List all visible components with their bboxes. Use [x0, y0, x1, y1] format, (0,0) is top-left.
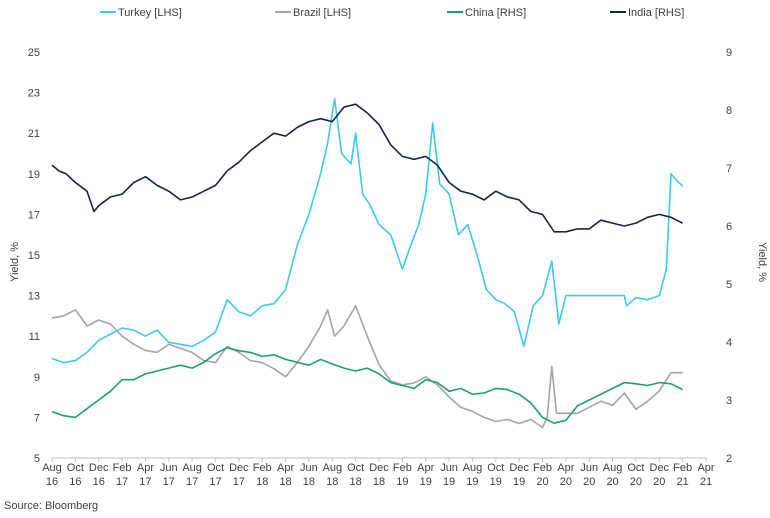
- x-tick-month: Aug: [182, 462, 202, 474]
- left-tick-label: 21: [28, 128, 40, 140]
- x-tick-month: Feb: [673, 462, 692, 474]
- left-tick-label: 11: [29, 331, 40, 343]
- x-tick-month: Oct: [347, 462, 364, 474]
- left-tick-label: 13: [28, 291, 40, 303]
- left-axis-title: Yield, %: [9, 242, 21, 282]
- x-tick-month: Dec: [369, 462, 389, 474]
- chart-legend: Turkey [LHS] Brazil [LHS] China [RHS] India…: [100, 7, 684, 19]
- x-tick-month: Feb: [533, 462, 552, 474]
- x-tick-month: Aug: [42, 462, 62, 474]
- right-tick-label: 7: [726, 163, 732, 175]
- x-tick-year: 19: [443, 476, 455, 488]
- x-tick-year: 20: [583, 476, 595, 488]
- x-tick-month: Jun: [300, 462, 318, 474]
- x-tick-year: 17: [163, 476, 175, 488]
- series-line-china: [51, 347, 683, 424]
- x-tick-year: 19: [420, 476, 432, 488]
- x-tick-year: 20: [606, 476, 618, 488]
- x-tick-month: Apr: [277, 462, 294, 474]
- x-tick-month: Aug: [463, 462, 483, 474]
- source-note: Source: Bloomberg: [4, 500, 99, 512]
- x-tick-year: 20: [653, 476, 665, 488]
- x-tick-year: 16: [46, 476, 58, 488]
- x-tick-month: Jun: [440, 462, 458, 474]
- series-line-india: [51, 103, 683, 233]
- x-tick-year: 18: [256, 476, 268, 488]
- x-tick-month: Aug: [322, 462, 342, 474]
- left-tick-label: 25: [28, 47, 40, 59]
- x-tick-year: 17: [233, 476, 245, 488]
- left-tick-label: 7: [34, 412, 40, 424]
- left-tick-label: 9: [34, 372, 40, 384]
- x-tick-year: 20: [630, 476, 642, 488]
- x-tick-month: Oct: [67, 462, 84, 474]
- x-tick-year: 20: [536, 476, 548, 488]
- legend-label-india: India [RHS]: [628, 7, 684, 19]
- x-tick-month: Apr: [137, 462, 154, 474]
- x-tick-month: Dec: [650, 462, 670, 474]
- x-tick-month: Apr: [417, 462, 434, 474]
- legend-label-turkey: Turkey [LHS]: [118, 7, 182, 19]
- legend-label-brazil: Brazil [LHS]: [293, 7, 351, 19]
- x-tick-month: Oct: [627, 462, 644, 474]
- x-tick-year: 19: [396, 476, 408, 488]
- x-tick-year: 17: [186, 476, 198, 488]
- right-y-axis: 2 3 4 5 6 7 8 9: [726, 47, 732, 465]
- right-axis-title: Yield, %: [756, 242, 768, 282]
- left-tick-label: 5: [34, 453, 40, 465]
- x-tick-month: Apr: [557, 462, 574, 474]
- x-axis: Aug 16 Oct 16 Dec 16 Feb 17 Apr 17 Jun 17 Aug 17 Oct 17…: [42, 457, 715, 488]
- x-tick-month: Dec: [229, 462, 249, 474]
- x-tick-year: 16: [69, 476, 81, 488]
- series-layer: [51, 97, 684, 429]
- right-tick-label: 4: [726, 337, 732, 349]
- left-tick-label: 15: [28, 250, 40, 262]
- x-tick-year: 19: [490, 476, 502, 488]
- series-line-brazil: [51, 305, 683, 429]
- x-tick-year: 17: [209, 476, 221, 488]
- left-tick-label: 17: [28, 209, 40, 221]
- right-tick-label: 2: [726, 453, 732, 465]
- x-tick-month: Oct: [487, 462, 504, 474]
- left-tick-label: 19: [28, 169, 40, 181]
- x-tick-month: Jun: [580, 462, 598, 474]
- x-tick-year: 18: [350, 476, 362, 488]
- x-tick-year: 16: [93, 476, 105, 488]
- x-tick-month: Apr: [697, 462, 714, 474]
- x-tick-year: 21: [677, 476, 689, 488]
- x-tick-month: Jun: [160, 462, 178, 474]
- right-tick-label: 9: [726, 47, 732, 59]
- x-tick-month: Oct: [207, 462, 224, 474]
- left-tick-label: 23: [28, 88, 40, 100]
- x-tick-year: 17: [116, 476, 128, 488]
- x-tick-month: Feb: [253, 462, 272, 474]
- series-line-turkey: [51, 97, 684, 364]
- x-tick-year: 19: [466, 476, 478, 488]
- x-tick-year: 18: [303, 476, 315, 488]
- x-tick-month: Aug: [603, 462, 623, 474]
- right-tick-label: 8: [726, 105, 732, 117]
- x-tick-year: 18: [279, 476, 291, 488]
- x-tick-year: 19: [513, 476, 525, 488]
- x-tick-month: Feb: [393, 462, 412, 474]
- x-tick-year: 17: [139, 476, 151, 488]
- x-tick-year: 20: [560, 476, 572, 488]
- x-tick-month: Dec: [509, 462, 529, 474]
- legend-label-china: China [RHS]: [465, 7, 526, 19]
- x-tick-month: Dec: [89, 462, 109, 474]
- right-tick-label: 5: [726, 279, 732, 291]
- right-tick-label: 3: [726, 395, 732, 407]
- left-y-axis: 5 7 9 11 13 15 17 19 21 23 25: [28, 47, 40, 465]
- x-tick-year: 18: [326, 476, 338, 488]
- x-tick-month: Feb: [113, 462, 132, 474]
- x-tick-year: 18: [373, 476, 385, 488]
- x-tick-year: 21: [700, 476, 712, 488]
- right-tick-label: 6: [726, 221, 732, 233]
